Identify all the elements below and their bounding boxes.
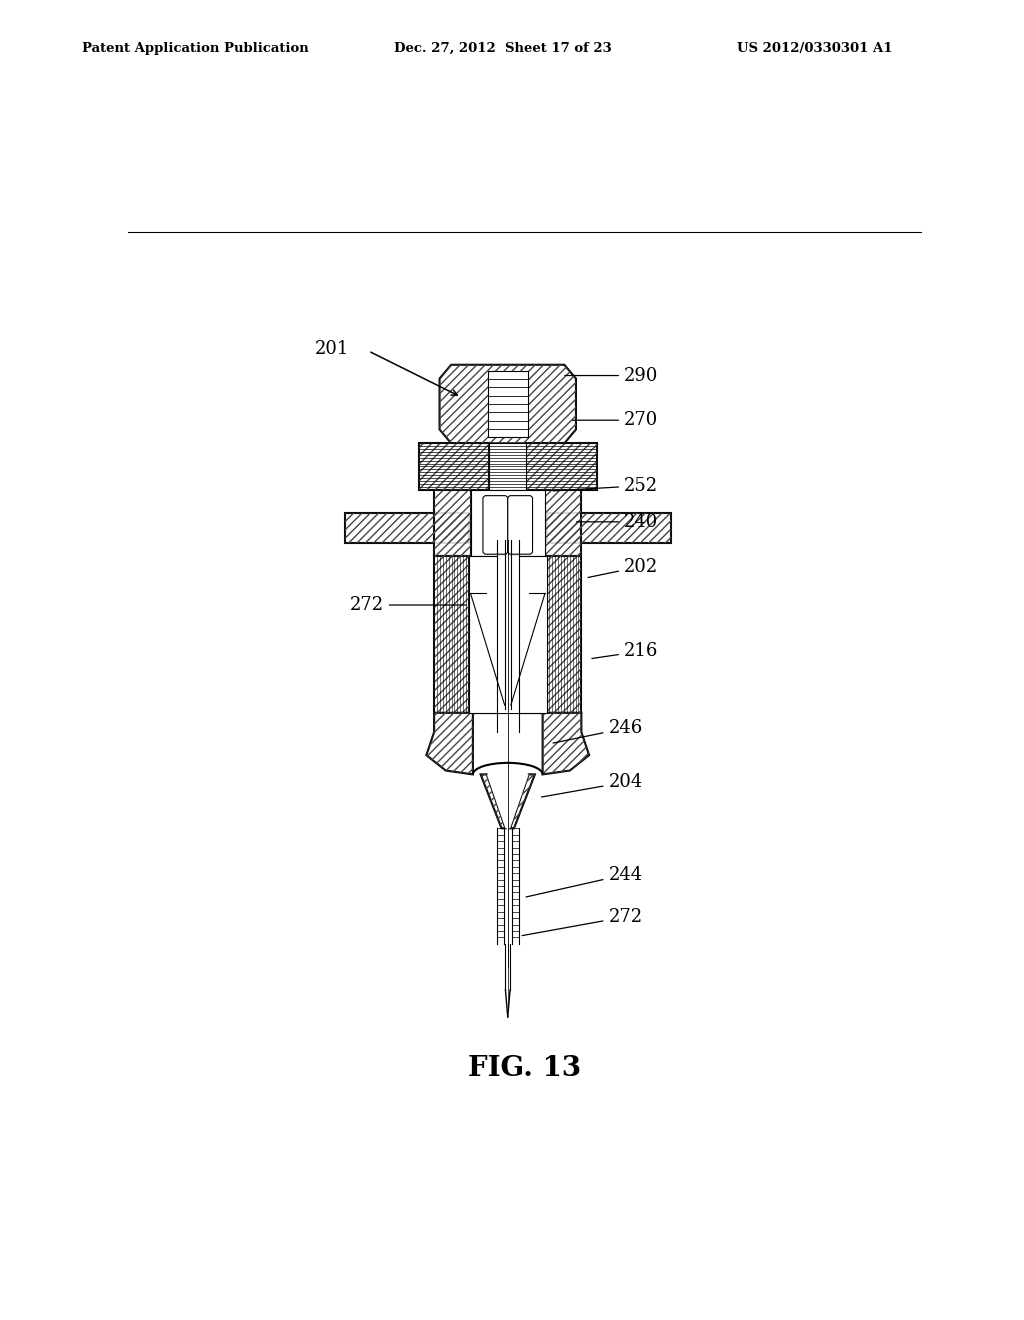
Polygon shape: [526, 444, 597, 490]
Text: 240: 240: [577, 513, 658, 531]
Polygon shape: [426, 713, 473, 775]
Text: US 2012/0330301 A1: US 2012/0330301 A1: [737, 42, 893, 55]
Polygon shape: [419, 444, 489, 490]
Polygon shape: [434, 490, 471, 556]
Text: Patent Application Publication: Patent Application Publication: [82, 42, 308, 55]
Text: 272: 272: [522, 908, 643, 936]
Text: Dec. 27, 2012  Sheet 17 of 23: Dec. 27, 2012 Sheet 17 of 23: [394, 42, 612, 55]
Polygon shape: [510, 775, 535, 829]
Polygon shape: [480, 775, 506, 829]
Text: 290: 290: [565, 367, 658, 384]
Polygon shape: [439, 364, 575, 444]
Text: 201: 201: [314, 341, 349, 358]
Polygon shape: [469, 556, 497, 713]
Polygon shape: [543, 713, 589, 775]
Text: 272: 272: [349, 597, 466, 614]
FancyBboxPatch shape: [483, 496, 508, 554]
Polygon shape: [547, 513, 671, 543]
Bar: [471, 490, 545, 556]
Polygon shape: [345, 513, 469, 543]
Bar: [469, 556, 547, 713]
Text: FIG. 13: FIG. 13: [468, 1056, 582, 1082]
Text: 244: 244: [526, 866, 643, 898]
Polygon shape: [518, 556, 547, 713]
Bar: [487, 371, 528, 437]
Text: 270: 270: [572, 412, 658, 429]
Polygon shape: [547, 556, 582, 713]
Polygon shape: [434, 556, 469, 713]
Text: 216: 216: [592, 643, 658, 660]
Text: 252: 252: [553, 477, 658, 495]
Bar: [497, 556, 518, 713]
FancyBboxPatch shape: [508, 496, 532, 554]
Text: 202: 202: [588, 557, 658, 577]
Polygon shape: [545, 490, 582, 556]
Text: 204: 204: [542, 774, 643, 797]
Polygon shape: [486, 775, 528, 829]
Bar: [489, 444, 526, 490]
Text: 246: 246: [553, 719, 643, 743]
